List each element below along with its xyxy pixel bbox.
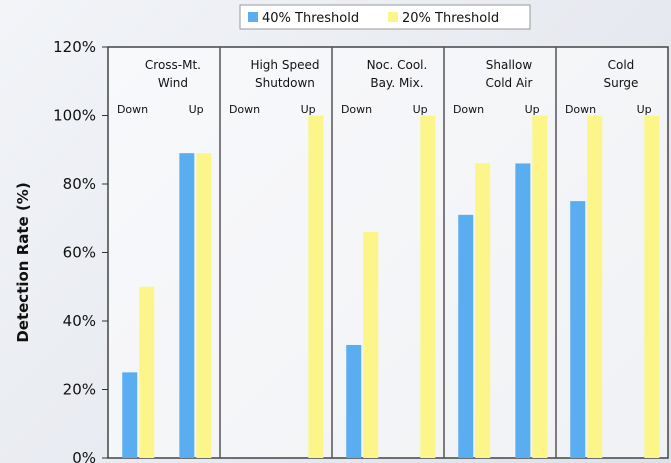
direction-label-up: Up [301, 103, 316, 116]
y-tick-label: 0% [72, 449, 96, 463]
y-tick-label: 100% [53, 107, 96, 125]
panel-labels: Cross-Mt. Wind Down Up High Speed Shutdown Dow… [117, 58, 652, 116]
bar-20-threshold [587, 115, 603, 458]
bar-40-threshold [458, 214, 474, 458]
bar-20-threshold [475, 163, 491, 458]
direction-label-up: Up [413, 103, 428, 116]
direction-label-down: Down [453, 103, 484, 116]
panel-title: Surge [603, 76, 638, 90]
direction-label-down: Down [565, 103, 596, 116]
grid [102, 46, 557, 459]
y-tick-label: 40% [63, 312, 96, 330]
direction-label-up: Up [525, 103, 540, 116]
panel-title: Cold Air [485, 76, 532, 90]
panel-title: Shallow [486, 58, 533, 72]
y-tick-label: 60% [63, 244, 96, 262]
panel-title: Shutdown [255, 76, 315, 90]
bar-20-threshold [644, 115, 660, 458]
panel-title: Cold [608, 58, 635, 72]
bar-40-threshold [515, 163, 531, 458]
bar-20-threshold [139, 286, 155, 458]
bar-40-threshold [346, 344, 362, 458]
direction-label-up: Up [189, 103, 204, 116]
y-tick-label: 20% [63, 381, 96, 399]
legend-entry: 20% Threshold [402, 11, 499, 26]
y-axis-ticks: 0% 20% 40% 60% 80% 100% 120% [53, 38, 96, 463]
bar-20-threshold [196, 153, 212, 459]
y-tick-label: 80% [63, 175, 96, 193]
legend-entry: 40% Threshold [262, 11, 359, 26]
bars [122, 115, 660, 459]
panel-title: Cross-Mt. [145, 58, 201, 72]
y-tick-label: 120% [53, 38, 96, 56]
bar-20-threshold [532, 115, 548, 458]
bar-40-threshold [570, 201, 586, 458]
bar-20-threshold [363, 231, 379, 458]
direction-label-up: Up [637, 103, 652, 116]
panel-title: Noc. Cool. [367, 58, 428, 72]
bar-20-threshold [420, 115, 436, 458]
y-axis-label: Detection Rate (%) [14, 182, 32, 342]
direction-label-down: Down [229, 103, 260, 116]
bar-20-threshold [308, 115, 324, 458]
bar-40-threshold [179, 153, 195, 459]
panel-title: Bay. Mix. [370, 76, 423, 90]
bar-40-threshold [122, 372, 138, 458]
panel-title: High Speed [250, 58, 319, 72]
legend-swatch [388, 12, 398, 22]
legend-box [239, 4, 531, 30]
direction-label-down: Down [117, 103, 148, 116]
direction-label-down: Down [341, 103, 372, 116]
legend-swatch [248, 12, 258, 22]
legend: 40% Threshold 20% Threshold [239, 4, 531, 30]
panel-title: Wind [158, 76, 188, 90]
